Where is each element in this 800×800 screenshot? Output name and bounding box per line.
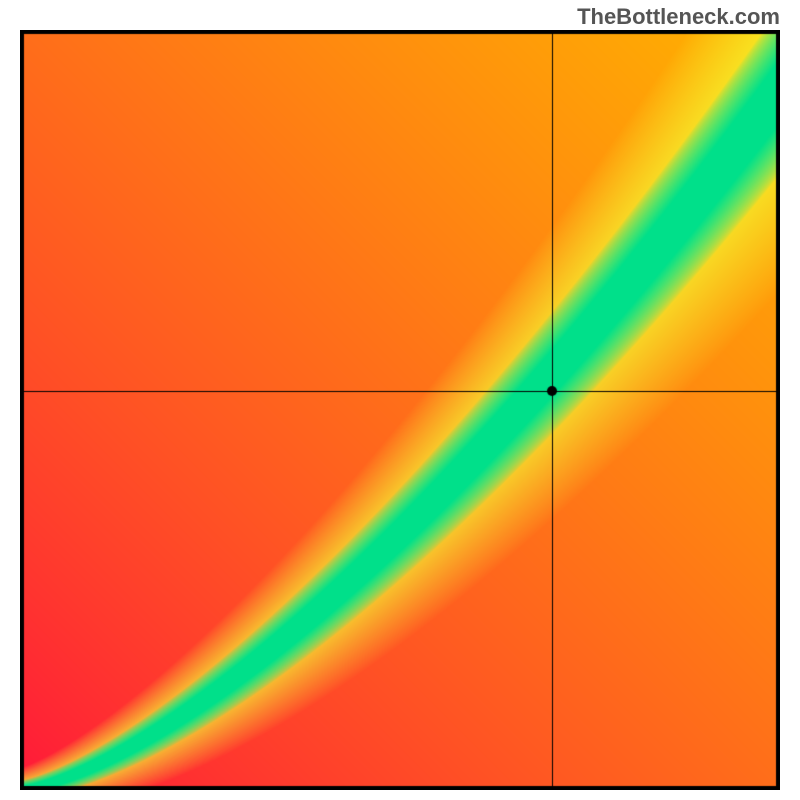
chart-container: TheBottleneck.com (0, 0, 800, 800)
watermark-text: TheBottleneck.com (577, 4, 780, 30)
bottleneck-heatmap (20, 30, 780, 790)
